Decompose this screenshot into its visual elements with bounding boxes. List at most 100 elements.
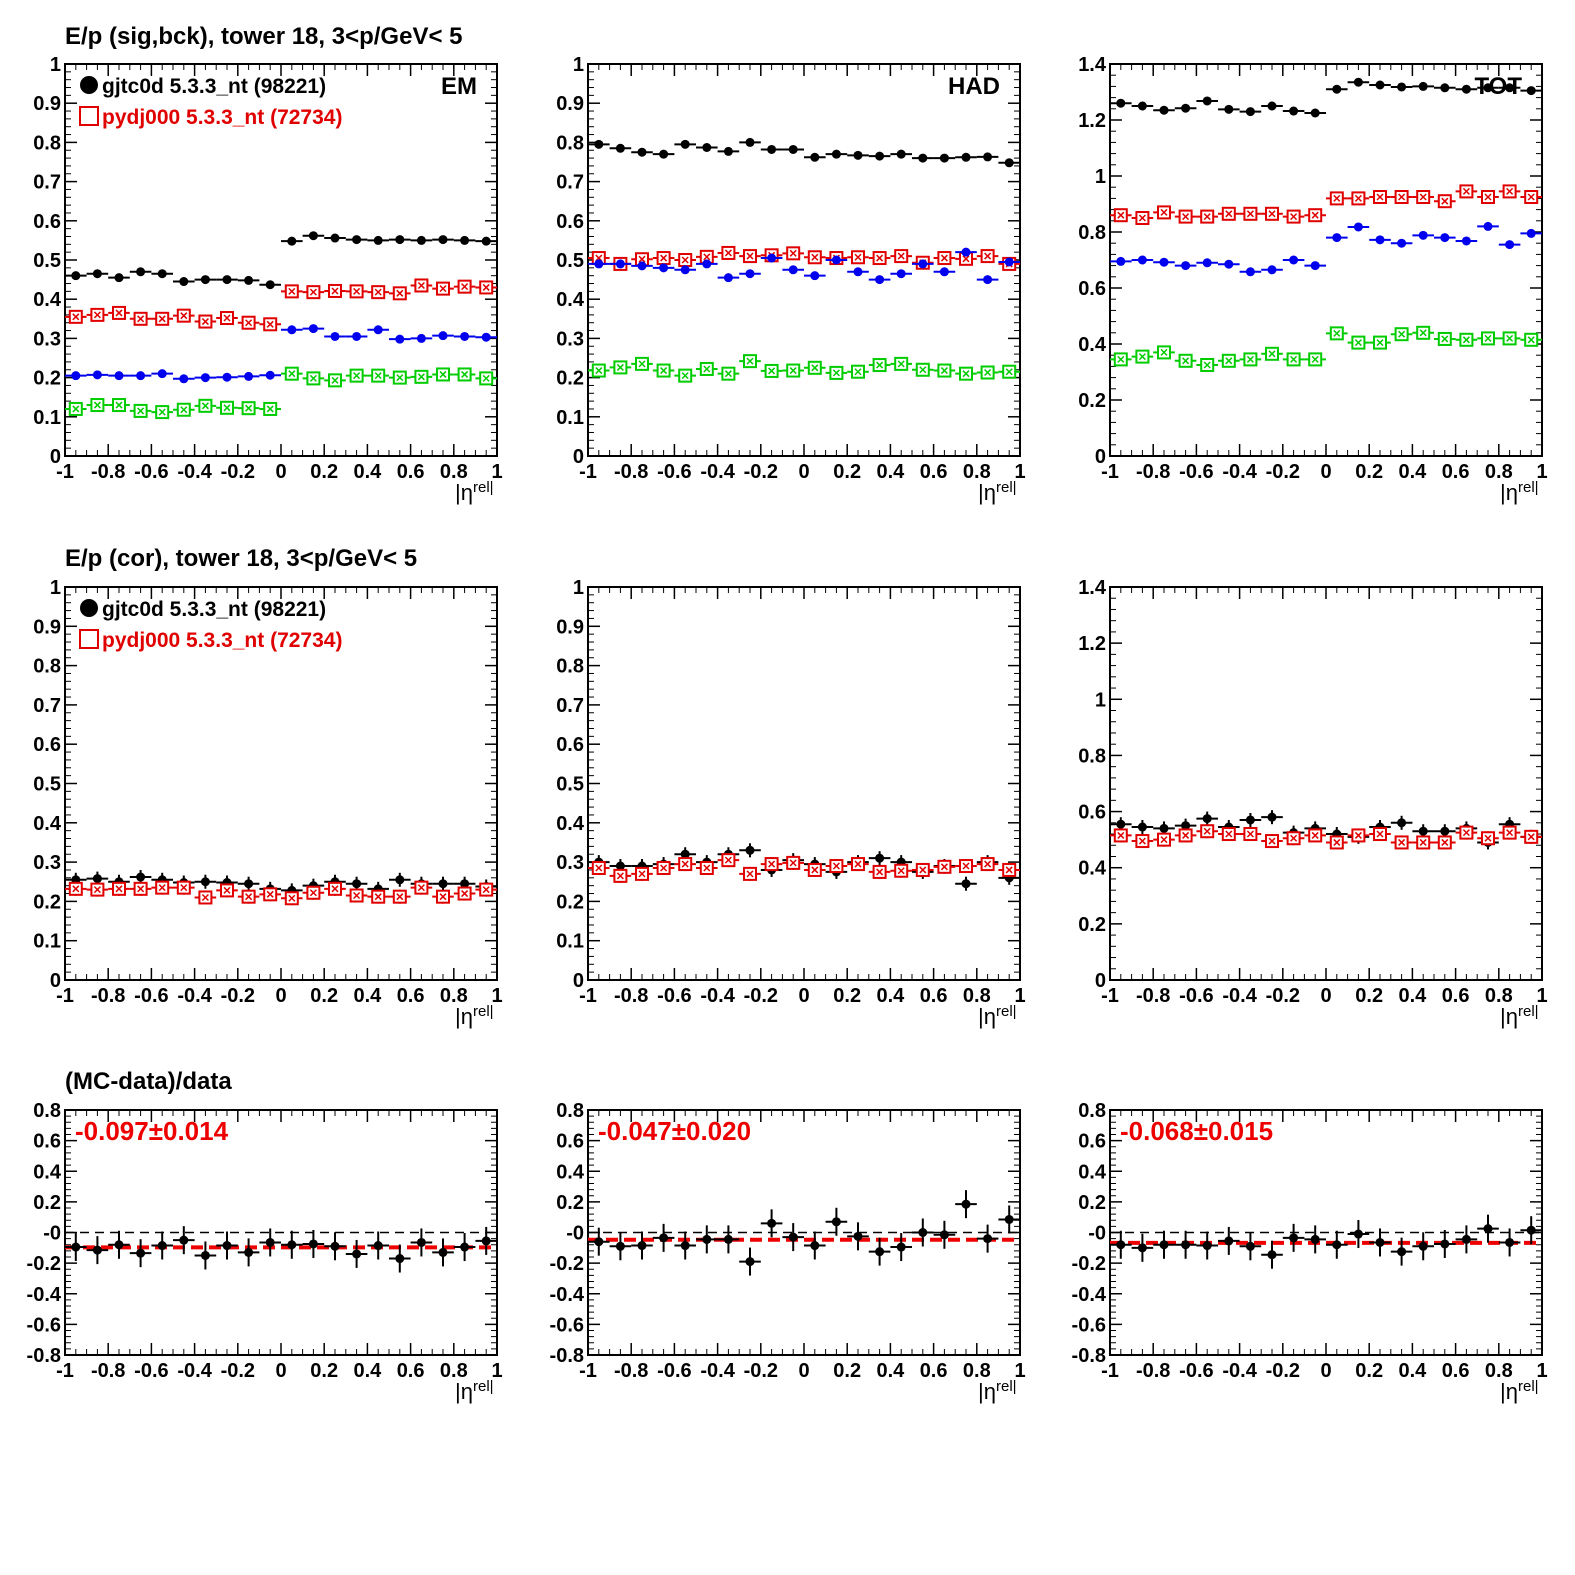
data-point-cross bbox=[245, 319, 253, 327]
data-point bbox=[767, 253, 777, 263]
data-point bbox=[438, 879, 448, 889]
series-black-dot bbox=[65, 870, 497, 898]
data-point bbox=[92, 269, 102, 279]
data-point bbox=[723, 146, 733, 156]
y-tick-label: 0.2 bbox=[556, 1192, 584, 1214]
data-point-cross bbox=[1354, 194, 1362, 202]
data-point bbox=[244, 275, 254, 285]
data-point bbox=[1461, 1234, 1471, 1244]
y-tick-label: 0.3 bbox=[33, 852, 61, 874]
y-tick-label: 0.4 bbox=[33, 1161, 62, 1183]
data-point bbox=[1137, 255, 1147, 265]
x-tick-label: 1 bbox=[1014, 461, 1025, 483]
y-tick-label: 0.1 bbox=[556, 931, 584, 953]
x-tick-label: 1 bbox=[491, 1360, 502, 1382]
x-tick-label: -0.4 bbox=[177, 1360, 212, 1382]
data-point-cross bbox=[1462, 187, 1470, 195]
data-point bbox=[308, 231, 318, 241]
data-point bbox=[1375, 235, 1385, 245]
data-point-cross bbox=[201, 318, 209, 326]
y-tick-label: 0.6 bbox=[33, 1131, 61, 1153]
y-tick-label: -0.6 bbox=[27, 1314, 61, 1336]
y-tick-label: 0 bbox=[50, 970, 61, 992]
data-point bbox=[853, 150, 863, 160]
y-tick-label: -0.6 bbox=[1072, 1314, 1106, 1336]
data-point-cross bbox=[1117, 211, 1125, 219]
data-point-cross bbox=[811, 866, 819, 874]
data-point-cross bbox=[461, 283, 469, 291]
data-point-cross bbox=[1268, 837, 1276, 845]
x-axis-label: |η bbox=[455, 1379, 473, 1404]
data-point-cross bbox=[158, 408, 166, 416]
data-point-cross bbox=[93, 401, 101, 409]
x-tick-label: 0 bbox=[798, 985, 809, 1007]
x-tick-label: 0.4 bbox=[353, 1360, 382, 1382]
panel-2-0: -1 -0.8 -0.6 -0.4 -0.2 0 0.2 0.4 0.6 0.8 1-0.8-0.6… bbox=[27, 1100, 503, 1404]
data-point bbox=[788, 1232, 798, 1242]
data-point bbox=[939, 267, 949, 277]
data-point bbox=[1526, 1225, 1536, 1235]
data-point-cross bbox=[1441, 838, 1449, 846]
data-point-cross bbox=[703, 365, 711, 373]
data-point-cross bbox=[201, 402, 209, 410]
y-tick-label: 0.9 bbox=[33, 616, 61, 638]
data-point bbox=[200, 373, 210, 383]
data-point bbox=[416, 333, 426, 343]
y-tick-label: 1 bbox=[1095, 166, 1106, 188]
y-tick-label: 1 bbox=[573, 54, 584, 76]
data-point-cross bbox=[876, 254, 884, 262]
data-point bbox=[1245, 1241, 1255, 1251]
data-point-cross bbox=[919, 366, 927, 374]
x-tick-label: -0.2 bbox=[221, 1360, 255, 1382]
y-tick-label: 0.4 bbox=[1078, 334, 1107, 356]
data-point bbox=[1245, 267, 1255, 277]
y-tick-label: 0.8 bbox=[33, 1100, 61, 1122]
data-point bbox=[438, 331, 448, 341]
x-tick-label: 0.6 bbox=[397, 985, 425, 1007]
x-tick-label: 1 bbox=[1536, 985, 1547, 1007]
y-tick-label: 0.6 bbox=[556, 211, 584, 233]
data-point bbox=[157, 369, 167, 379]
x-tick-label: -0.6 bbox=[134, 461, 168, 483]
x-tick-label: 0.4 bbox=[876, 461, 905, 483]
x-tick-label: 1 bbox=[1536, 461, 1547, 483]
data-point-cross bbox=[1005, 368, 1013, 376]
corner-label: EM bbox=[441, 73, 477, 100]
data-point-cross bbox=[616, 363, 624, 371]
y-tick-label: 0.3 bbox=[556, 852, 584, 874]
data-point bbox=[637, 147, 647, 157]
x-tick-label: 0.2 bbox=[833, 461, 861, 483]
x-axis-label: |η bbox=[978, 1004, 996, 1029]
data-point bbox=[1440, 233, 1450, 243]
y-tick-label: 0.4 bbox=[556, 1161, 585, 1183]
data-point-cross bbox=[1462, 336, 1470, 344]
data-point-cross bbox=[1005, 866, 1013, 874]
data-point bbox=[939, 1230, 949, 1240]
data-point-cross bbox=[1182, 831, 1190, 839]
data-point-cross bbox=[1117, 831, 1125, 839]
data-point bbox=[1440, 83, 1450, 93]
series-red-square bbox=[1110, 184, 1542, 225]
data-point bbox=[157, 269, 167, 279]
panel-0-0: -1 -0.8 -0.6 -0.4 -0.2 0 0.2 0.4 0.6 0.8 1 0 0.1 0.2 0… bbox=[33, 54, 502, 505]
data-point-cross bbox=[288, 370, 296, 378]
data-point-cross bbox=[223, 886, 231, 894]
data-point-cross bbox=[1290, 213, 1298, 221]
data-point bbox=[1397, 818, 1407, 828]
x-tick-label: -0.2 bbox=[744, 1360, 778, 1382]
data-point-cross bbox=[1203, 827, 1211, 835]
data-point bbox=[222, 275, 232, 285]
x-tick-label: -0.8 bbox=[91, 985, 125, 1007]
data-point bbox=[1202, 96, 1212, 106]
data-point bbox=[1116, 1240, 1126, 1250]
data-point bbox=[1310, 261, 1320, 271]
data-point bbox=[637, 261, 647, 271]
data-point-cross bbox=[1398, 838, 1406, 846]
x-tick-label: -0.2 bbox=[1266, 1360, 1300, 1382]
data-point bbox=[853, 267, 863, 277]
data-point bbox=[810, 271, 820, 281]
data-point bbox=[1137, 1243, 1147, 1253]
y-tick-label: 0.5 bbox=[33, 774, 61, 796]
x-tick-label: 0.8 bbox=[963, 985, 991, 1007]
series-black-err bbox=[65, 1226, 497, 1273]
